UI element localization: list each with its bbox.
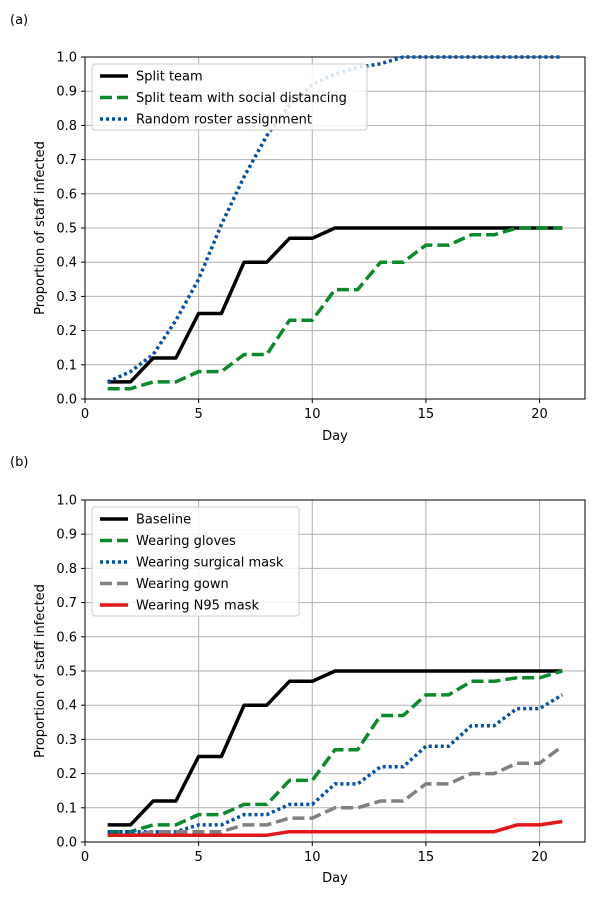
x-tick-label: 5 [194, 407, 202, 422]
y-tick-label: 0.8 [56, 562, 77, 577]
x-axis-title: Day [322, 871, 348, 886]
chart-panel-a: (a) 0 5 10 15 20 0.0 0.1 0.2 0.3 0.4 0.5 0.6 0.7 0.8 0… [10, 13, 586, 444]
y-tick-label: 0.6 [56, 630, 77, 645]
y-tick-label: 1.0 [56, 51, 77, 66]
legend-label: Baseline [136, 513, 191, 528]
y-tick-label: 0.9 [56, 528, 77, 543]
y-tick-label: 0.7 [56, 596, 77, 611]
x-tick-label: 20 [531, 850, 548, 865]
y-tick-label: 0.3 [56, 733, 77, 748]
legend-label: Wearing N95 mask [136, 599, 259, 614]
legend-box [91, 63, 368, 131]
x-tick-label: 5 [194, 850, 202, 865]
legend-label: Split team with social distancing [136, 91, 347, 106]
legend-box [91, 506, 300, 617]
x-tick-label: 0 [81, 850, 89, 865]
series-line-3 [107, 693, 564, 834]
y-tick-label: 0.6 [56, 187, 77, 202]
x-tick-label: 20 [531, 407, 548, 422]
series-line-2 [107, 226, 563, 391]
y-tick-label: 0.5 [56, 222, 77, 237]
legend-label: Wearing gown [136, 577, 229, 592]
legend-label: Wearing gloves [136, 534, 236, 549]
y-axis-title: Proportion of staff infected [33, 141, 48, 315]
y-tick-label: 0.4 [56, 699, 77, 714]
y-tick-label: 0.2 [56, 767, 77, 782]
x-tick-label: 0 [81, 407, 89, 422]
y-tick-label: 0.8 [56, 119, 77, 134]
y-tick-label: 1.0 [56, 494, 77, 509]
y-tick-label: 0.5 [56, 665, 77, 680]
series-line-2 [107, 669, 563, 834]
legend-label: Wearing surgical mask [136, 556, 284, 571]
series-line-1 [107, 669, 563, 827]
x-tick-label: 15 [418, 407, 435, 422]
series-line-5 [107, 819, 563, 837]
y-tick-label: 0.2 [56, 324, 77, 339]
y-axis-title: Proportion of staff infected [33, 584, 48, 758]
series-line-1 [107, 226, 563, 384]
x-tick-label: 10 [304, 850, 321, 865]
x-tick-label: 15 [418, 850, 435, 865]
series-line-3 [106, 55, 563, 384]
y-tick-label: 0.4 [56, 256, 77, 271]
y-tick-label: 0.9 [56, 85, 77, 100]
chart-panel-b: (b) 0 5 10 15 20 0.0 0.1 0.2 0.3 0.4 0.5 0.6 0.7 0.8 0… [10, 455, 586, 886]
legend-label: Random roster assignment [136, 113, 312, 128]
series-line-4 [107, 744, 564, 837]
x-tick-label: 10 [304, 407, 321, 422]
y-tick-label: 0.0 [56, 393, 77, 408]
legend-label: Split team [136, 70, 203, 85]
panel-label: (a) [10, 13, 28, 28]
x-axis-title: Day [322, 429, 348, 444]
y-tick-label: 0.1 [56, 358, 77, 373]
y-tick-label: 0.3 [56, 290, 77, 305]
y-tick-label: 0.7 [56, 153, 77, 168]
y-tick-label: 0.1 [56, 801, 77, 816]
y-tick-label: 0.0 [56, 836, 77, 851]
panel-label: (b) [10, 455, 28, 470]
